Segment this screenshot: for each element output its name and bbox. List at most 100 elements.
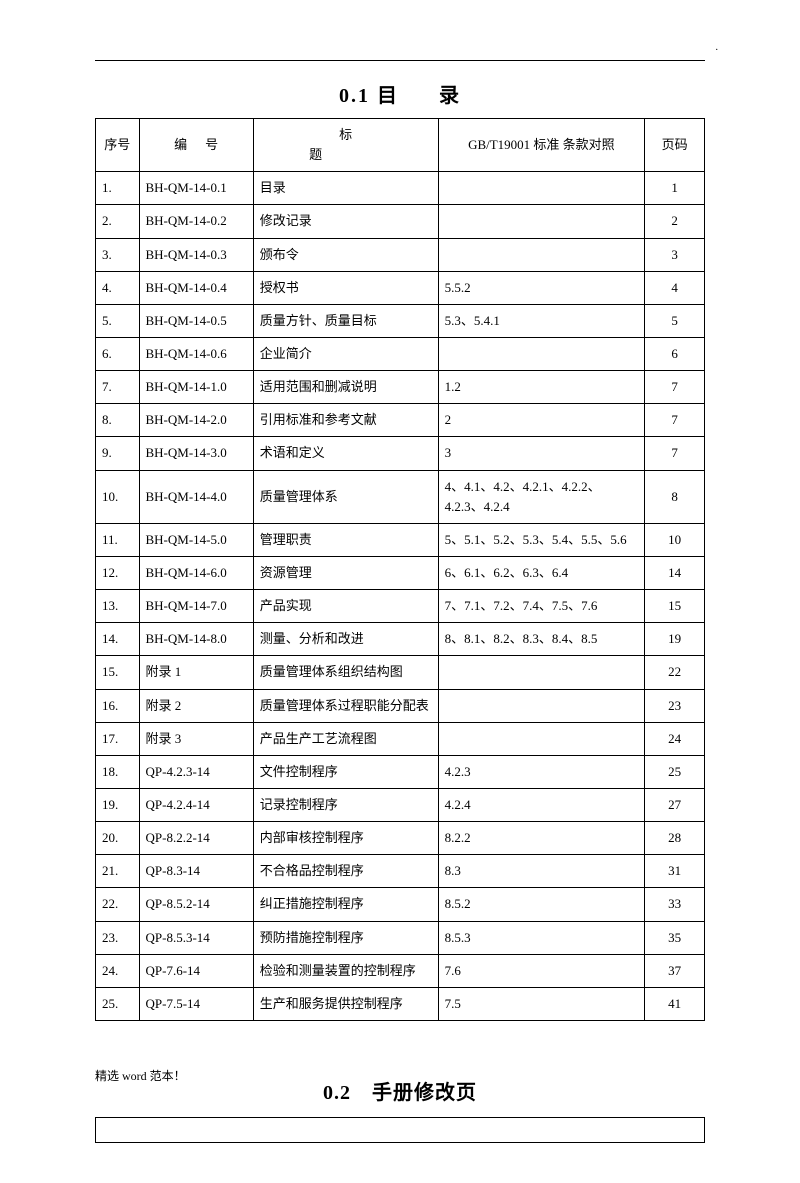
cell-page: 31 (645, 855, 705, 888)
table-row: 3.BH-QM-14-0.3颁布令 3 (96, 238, 705, 271)
cell-std: 3 (438, 437, 645, 470)
cell-seq: 11. (96, 523, 140, 556)
revision-empty-row (95, 1117, 705, 1143)
cell-title: 目录 (253, 172, 438, 205)
cell-std (438, 656, 645, 689)
cell-seq: 15. (96, 656, 140, 689)
cell-page: 15 (645, 590, 705, 623)
page-body: 0.1 目录 序号 编号 标题 GB/T19001 标准 条款对照 页码 1.B… (0, 0, 800, 1183)
cell-page: 33 (645, 888, 705, 921)
cell-seq: 8. (96, 404, 140, 437)
cell-seq: 21. (96, 855, 140, 888)
cell-std: 1.2 (438, 371, 645, 404)
table-row: 16.附录 2质量管理体系过程职能分配表23 (96, 689, 705, 722)
cell-page: 25 (645, 755, 705, 788)
cell-seq: 18. (96, 755, 140, 788)
cell-std (438, 205, 645, 238)
cell-std (438, 722, 645, 755)
cell-page: 35 (645, 921, 705, 954)
col-seq: 序号 (96, 119, 140, 172)
cell-title: 适用范围和删减说明 (253, 371, 438, 404)
cell-page: 3 (645, 238, 705, 271)
table-row: 13.BH-QM-14-7.0产品实现7、7.1、7.2、7.4、7.5、7.6… (96, 590, 705, 623)
table-row: 4.BH-QM-14-0.4授权书5.5.24 (96, 271, 705, 304)
cell-title: 预防措施控制程序 (253, 921, 438, 954)
cell-code: BH-QM-14-1.0 (139, 371, 253, 404)
cell-title: 测量、分析和改进 (253, 623, 438, 656)
cell-std: 5.5.2 (438, 271, 645, 304)
cell-std: 5、5.1、5.2、5.3、5.4、5.5、5.6 (438, 523, 645, 556)
cell-page: 4 (645, 271, 705, 304)
cell-code: QP-8.5.2-14 (139, 888, 253, 921)
cell-title: 不合格品控制程序 (253, 855, 438, 888)
corner-mark: . (716, 42, 719, 53)
cell-seq: 25. (96, 987, 140, 1020)
cell-seq: 20. (96, 822, 140, 855)
table-row: 9.BH-QM-14-3.0术语和定义37 (96, 437, 705, 470)
cell-seq: 12. (96, 556, 140, 589)
cell-code: BH-QM-14-3.0 (139, 437, 253, 470)
cell-code: QP-4.2.3-14 (139, 755, 253, 788)
heading-revision: 0.2 手册修改页 (95, 1076, 705, 1105)
cell-std: 8.3 (438, 855, 645, 888)
table-row: 5.BH-QM-14-0.5质量方针、质量目标5.3、5.4.15 (96, 304, 705, 337)
cell-title: 记录控制程序 (253, 788, 438, 821)
cell-code: BH-QM-14-4.0 (139, 470, 253, 523)
cell-seq: 13. (96, 590, 140, 623)
footer-text: 精选 word 范本！ (95, 1067, 186, 1084)
heading-toc: 0.1 目录 (95, 79, 705, 108)
cell-std: 2 (438, 404, 645, 437)
cell-page: 14 (645, 556, 705, 589)
cell-page: 7 (645, 437, 705, 470)
cell-title: 检验和测量装置的控制程序 (253, 954, 438, 987)
cell-std: 4.2.3 (438, 755, 645, 788)
cell-seq: 7. (96, 371, 140, 404)
cell-std: 6、6.1、6.2、6.3、6.4 (438, 556, 645, 589)
table-row: 8.BH-QM-14-2.0引用标准和参考文献27 (96, 404, 705, 437)
cell-title: 生产和服务提供控制程序 (253, 987, 438, 1020)
cell-title: 引用标准和参考文献 (253, 404, 438, 437)
cell-code: BH-QM-14-7.0 (139, 590, 253, 623)
cell-title: 颁布令 (253, 238, 438, 271)
top-rule (95, 60, 705, 61)
table-row: 17.附录 3产品生产工艺流程图24 (96, 722, 705, 755)
cell-seq: 14. (96, 623, 140, 656)
cell-code: BH-QM-14-0.5 (139, 304, 253, 337)
table-row: 19.QP-4.2.4-14记录控制程序4.2.427 (96, 788, 705, 821)
cell-std: 8.5.2 (438, 888, 645, 921)
cell-title: 术语和定义 (253, 437, 438, 470)
cell-code: BH-QM-14-6.0 (139, 556, 253, 589)
cell-code: QP-7.6-14 (139, 954, 253, 987)
cell-code: QP-8.2.2-14 (139, 822, 253, 855)
table-row: 2.BH-QM-14-0.2修改记录2 (96, 205, 705, 238)
table-row: 15.附录 1质量管理体系组织结构图22 (96, 656, 705, 689)
cell-seq: 3. (96, 238, 140, 271)
table-row: 1.BH-QM-14-0.1目录1 (96, 172, 705, 205)
cell-title: 内部审核控制程序 (253, 822, 438, 855)
col-std: GB/T19001 标准 条款对照 (438, 119, 645, 172)
cell-std (438, 337, 645, 370)
table-row: 12.BH-QM-14-6.0资源管理6、6.1、6.2、6.3、6.414 (96, 556, 705, 589)
cell-title: 修改记录 (253, 205, 438, 238)
cell-seq: 22. (96, 888, 140, 921)
cell-std: 7.6 (438, 954, 645, 987)
cell-code: QP-8.3-14 (139, 855, 253, 888)
heading-char1: 目 (377, 85, 399, 107)
cell-seq: 19. (96, 788, 140, 821)
cell-std: 8.2.2 (438, 822, 645, 855)
cell-title: 纠正措施控制程序 (253, 888, 438, 921)
cell-seq: 23. (96, 921, 140, 954)
cell-std: 5.3、5.4.1 (438, 304, 645, 337)
cell-page: 2 (645, 205, 705, 238)
cell-title: 资源管理 (253, 556, 438, 589)
cell-seq: 1. (96, 172, 140, 205)
cell-title: 质量管理体系组织结构图 (253, 656, 438, 689)
cell-std (438, 172, 645, 205)
cell-page: 5 (645, 304, 705, 337)
cell-code: BH-QM-14-8.0 (139, 623, 253, 656)
cell-code: BH-QM-14-0.3 (139, 238, 253, 271)
table-row: 7.BH-QM-14-1.0适用范围和删减说明1.27 (96, 371, 705, 404)
cell-page: 7 (645, 371, 705, 404)
cell-title: 质量管理体系过程职能分配表 (253, 689, 438, 722)
heading-prefix: 0.1 (339, 85, 370, 107)
